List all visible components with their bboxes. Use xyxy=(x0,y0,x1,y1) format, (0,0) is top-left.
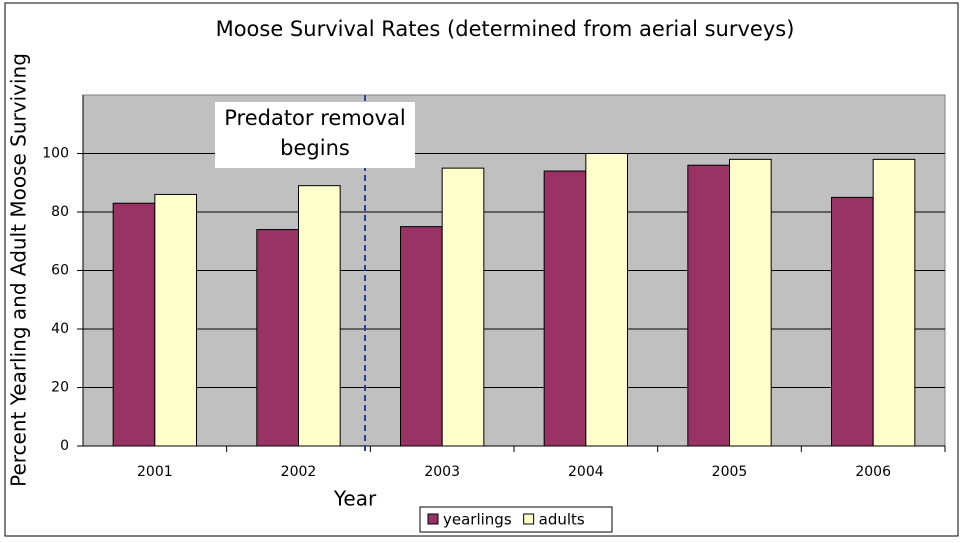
bar xyxy=(112,202,156,447)
bar xyxy=(400,226,443,447)
y-tick-label: 0 xyxy=(60,438,69,454)
y-tick-label: 80 xyxy=(51,204,69,220)
chart-title: Moose Survival Rates (determined from ae… xyxy=(216,17,795,41)
legend-swatch xyxy=(427,513,439,525)
bar xyxy=(154,193,197,447)
legend-label: adults xyxy=(539,511,585,529)
bar xyxy=(872,158,916,447)
x-tick-label: 2005 xyxy=(712,464,748,480)
annotation: begins xyxy=(280,136,350,160)
y-tick-label: 20 xyxy=(51,380,69,396)
bar xyxy=(298,185,341,447)
y-tick-label: 40 xyxy=(51,321,69,337)
bar xyxy=(687,164,731,447)
annotation-box xyxy=(215,102,415,168)
marks xyxy=(77,95,946,452)
annotation: Predator removal xyxy=(224,106,406,130)
y-tick-label: 60 xyxy=(51,263,69,279)
legend-swatch xyxy=(523,513,535,525)
x-tick-label: 2006 xyxy=(855,464,891,480)
y-axis-title: Percent Yearling and Adult Moose Survivi… xyxy=(7,53,31,487)
legend-label: yearlings xyxy=(443,511,512,529)
y-tick-label: 100 xyxy=(42,146,69,162)
bar xyxy=(543,170,587,447)
x-tick-label: 2004 xyxy=(568,464,604,480)
legend xyxy=(419,506,613,533)
bar xyxy=(441,167,485,447)
bar xyxy=(729,158,772,447)
x-tick-label: 2003 xyxy=(424,464,460,480)
x-tick-label: 2001 xyxy=(137,464,173,480)
bar xyxy=(585,153,628,447)
x-tick-label: 2002 xyxy=(281,464,317,480)
x-axis-title: Year xyxy=(333,487,377,511)
bar xyxy=(256,229,300,447)
bar xyxy=(831,196,874,447)
